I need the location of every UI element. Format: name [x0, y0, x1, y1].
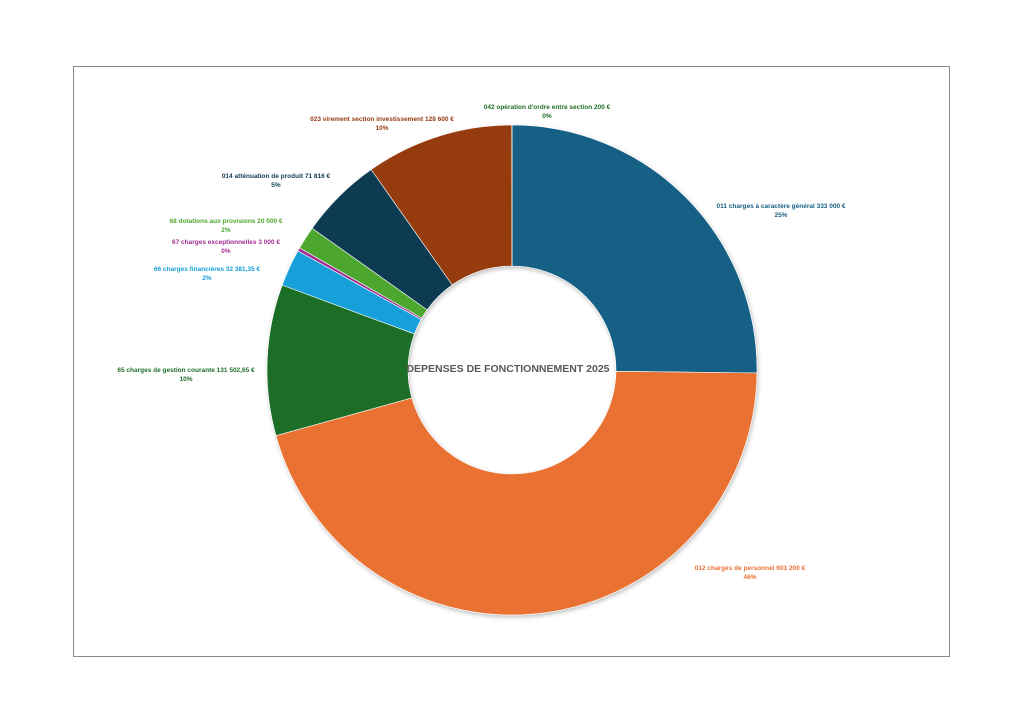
slice-label-0: 011 charges à caractère général 333 000 … — [716, 203, 845, 210]
slice-percent-0: 25% — [774, 212, 787, 219]
slice-0 — [511, 124, 758, 374]
slice-label-2: 65 charges de gestion courante 131 502,6… — [117, 367, 255, 374]
chart-frame — [73, 66, 950, 657]
slice-percent-8: 0% — [542, 113, 552, 120]
slice-percent-2: 10% — [179, 376, 192, 383]
donut-slices — [266, 124, 758, 616]
slice-percent-6: 5% — [271, 182, 281, 189]
slice-label-6: 014 atténuation de produit 71 816 € — [222, 173, 331, 180]
slice-percent-5: 2% — [221, 227, 231, 234]
slice-percent-3: 2% — [202, 275, 212, 282]
slice-label-7: 023 virement section investissement 128 … — [310, 116, 454, 123]
slice-label-5: 68 dotations aux provisions 20 000 € — [169, 218, 282, 225]
slice-percent-7: 10% — [375, 125, 388, 132]
chart-title: DEPENSES DE FONCTIONNEMENT 2025 — [406, 363, 609, 375]
slice-label-4: 67 charges exceptionnelles 3 000 € — [172, 239, 280, 246]
slice-label-1: 012 charges de personnel 601 200 € — [695, 565, 806, 572]
slice-percent-1: 46% — [743, 574, 756, 581]
slice-label-8: 042 opération d'ordre entre section 200 … — [484, 104, 611, 111]
slice-labels: 011 charges à caractère général 333 000 … — [117, 104, 846, 581]
slice-percent-4: 0% — [221, 248, 231, 255]
slice-label-3: 66 charges financières 32 381,35 € — [154, 266, 261, 273]
slice-1 — [275, 370, 758, 616]
